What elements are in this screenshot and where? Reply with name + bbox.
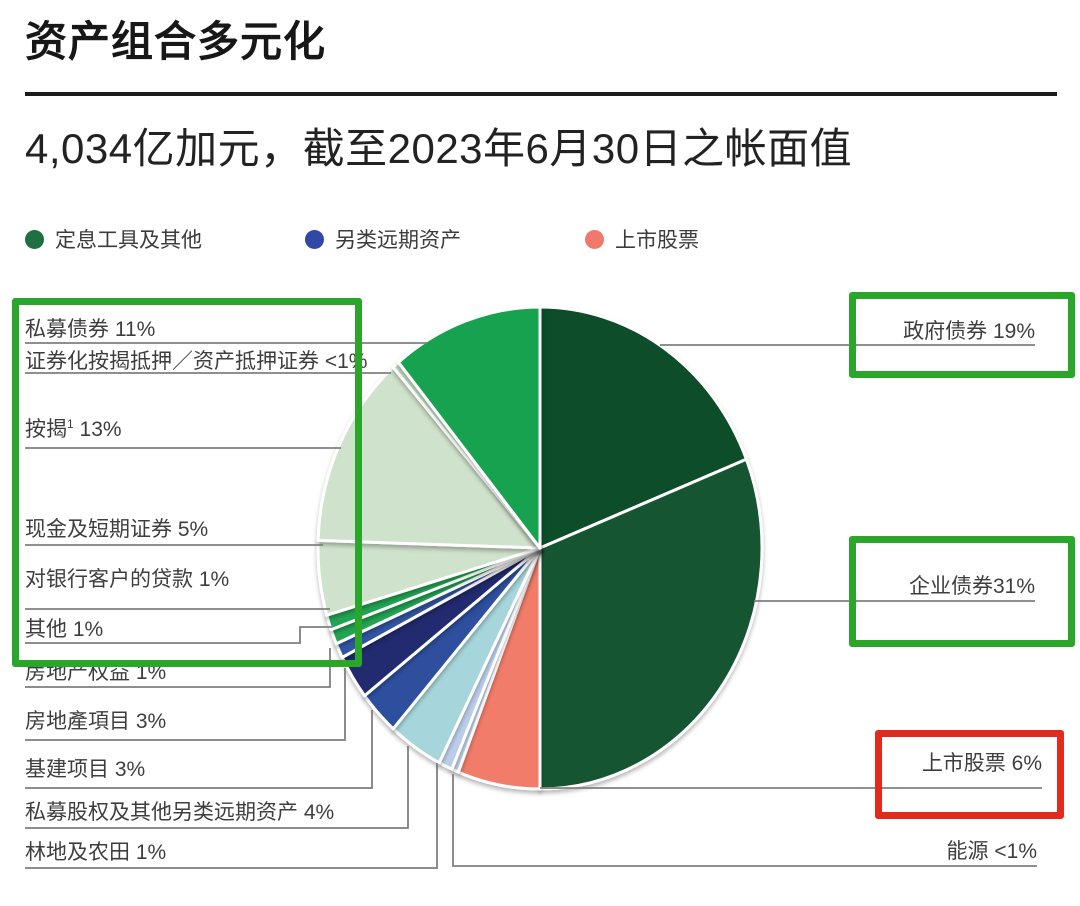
legend-dot-public-equities (585, 229, 604, 249)
legend-item-alternative-long-term-assets: 另类远期资产 (305, 226, 461, 252)
leader-line-timberland-farmland (25, 763, 438, 869)
leader-line-energy (452, 774, 1037, 867)
legend-dot-fixed-income-and-other (25, 229, 44, 249)
page-title: 资产组合多元化 (25, 18, 327, 65)
page-subtitle: 4,034亿加元，截至2023年6月30日之帐面值 (25, 125, 853, 172)
legend-label-alternative-long-term-assets: 另类远期资产 (335, 229, 461, 252)
pie-slice-mortgages (316, 365, 542, 550)
pie-slice-corp-bonds (538, 457, 764, 791)
leader-line-infrastructure (25, 710, 373, 789)
leader-line-other (25, 626, 332, 644)
title-rule (25, 92, 1057, 96)
pie-slice-private-debt (396, 305, 542, 550)
pie-slices (316, 305, 764, 791)
legend-dot-alternative-long-term-assets (305, 229, 324, 249)
legend-item-fixed-income-and-other: 定息工具及其他 (25, 226, 202, 252)
leader-line-real-estate-projects (25, 668, 346, 741)
pie-slice-gov-bonds (538, 305, 748, 550)
legend-label-public-equities: 上市股票 (615, 229, 699, 252)
leader-line-private-equity-other-alt (25, 746, 409, 829)
legend-item-public-equities: 上市股票 (585, 226, 699, 252)
legend-label-fixed-income-and-other: 定息工具及其他 (55, 229, 202, 252)
leader-line-real-estate-equity (25, 648, 331, 688)
